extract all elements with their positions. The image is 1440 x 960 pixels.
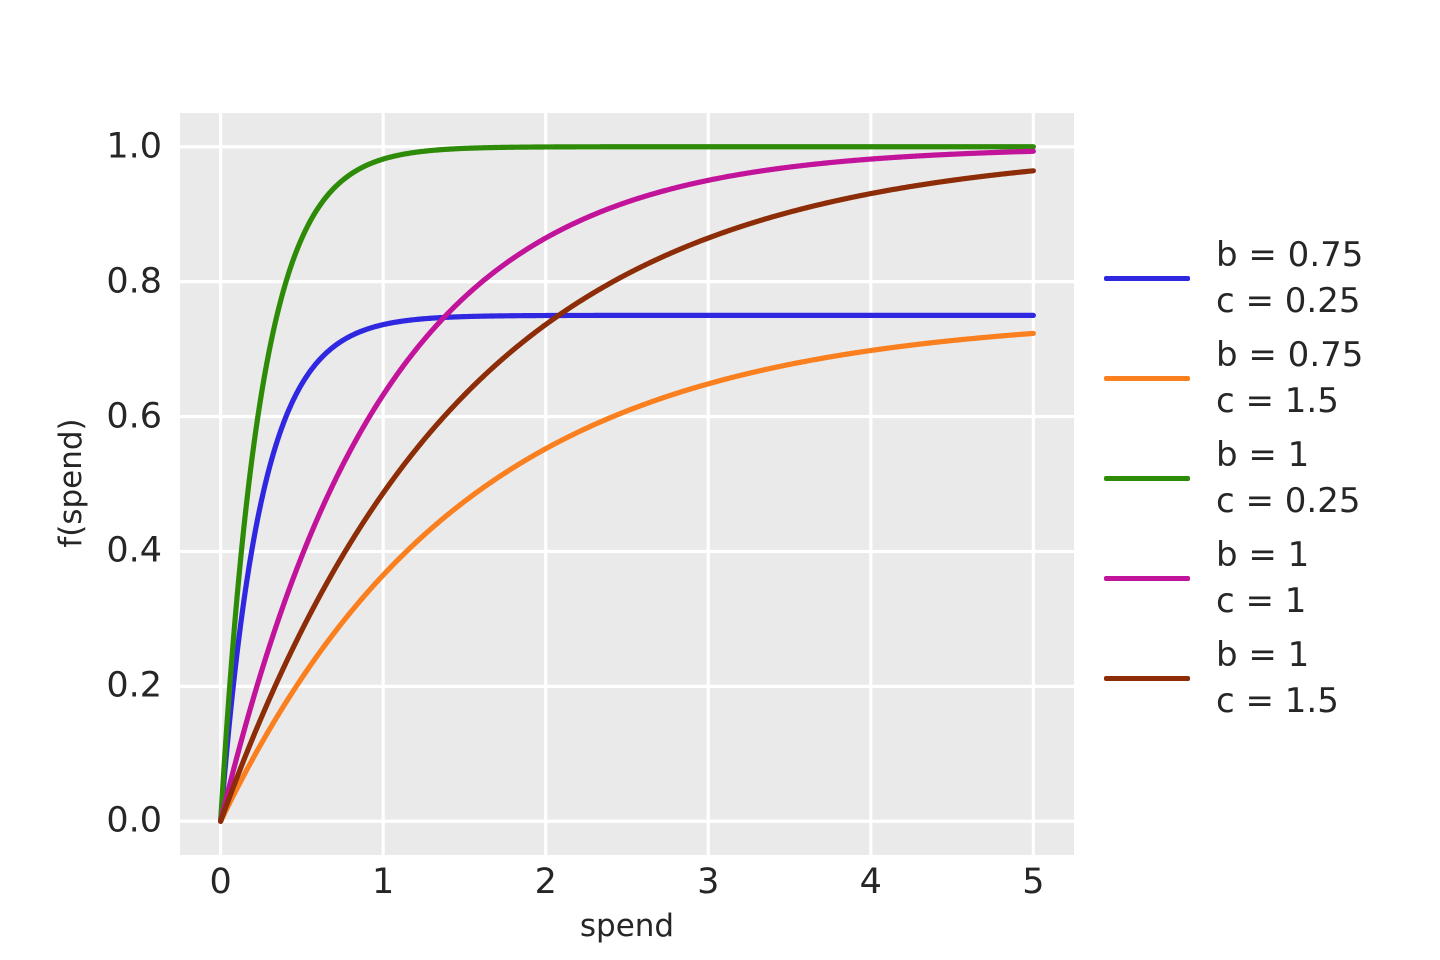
x-tick-label: 3: [697, 862, 720, 902]
x-tick-label: 4: [859, 862, 882, 902]
legend-label: b = 1 c = 0.25: [1216, 432, 1361, 524]
legend-label: b = 0.75 c = 0.25: [1216, 232, 1363, 324]
legend-label-line1: b = 0.75: [1216, 235, 1364, 275]
y-tick-label: 0.8: [106, 261, 162, 302]
legend-color-swatch: [1104, 575, 1190, 581]
series-line: [218, 168, 1036, 824]
gridlines: [180, 113, 1074, 855]
y-axis-label: f(spend): [53, 418, 89, 548]
legend-label: b = 1 c = 1: [1216, 532, 1309, 624]
legend-item[interactable]: b = 1 c = 1.5: [1104, 628, 1434, 728]
legend-color-swatch: [1104, 675, 1190, 681]
legend-color-swatch: [1104, 275, 1190, 281]
y-tick-label: 0.2: [106, 665, 162, 706]
series-line: [218, 312, 1036, 824]
legend-label-line2: c = 0.25: [1216, 281, 1361, 321]
legend-item[interactable]: b = 0.75 c = 1.5: [1104, 328, 1434, 428]
y-tick-label: 1.0: [106, 126, 162, 167]
legend-label-line1: b = 1: [1216, 535, 1310, 575]
legend-label-line2: c = 0.25: [1216, 481, 1361, 521]
series-curves: [218, 144, 1036, 824]
x-tick-label: 0: [209, 862, 232, 902]
series-line: [218, 330, 1036, 824]
legend-label: b = 0.75 c = 1.5: [1216, 332, 1363, 424]
plot-canvas: [180, 113, 1074, 855]
y-tick-label: 0.0: [106, 800, 162, 841]
plot-area: [180, 113, 1074, 855]
x-tick-label: 2: [534, 862, 557, 902]
legend-label-line2: c = 1.5: [1216, 681, 1339, 721]
x-tick-label: 5: [1022, 862, 1045, 902]
legend-label-line1: b = 1: [1216, 435, 1310, 475]
legend-label-line2: c = 1: [1216, 581, 1307, 621]
legend-label-line1: b = 1: [1216, 635, 1310, 675]
legend-label-line1: b = 0.75: [1216, 335, 1364, 375]
legend-label-line2: c = 1.5: [1216, 381, 1339, 421]
legend-color-swatch: [1104, 375, 1190, 381]
y-tick-label: 0.6: [106, 396, 162, 437]
x-axis-label: spend: [579, 908, 675, 944]
series-line: [218, 148, 1036, 824]
chart-legend: b = 0.75 c = 0.25 b = 0.75 c = 1.5 b = 1 c = …: [1104, 228, 1434, 728]
y-tick-label: 0.4: [106, 530, 162, 571]
legend-item[interactable]: b = 0.75 c = 0.25: [1104, 228, 1434, 328]
legend-item[interactable]: b = 1 c = 0.25: [1104, 428, 1434, 528]
legend-item[interactable]: b = 1 c = 1: [1104, 528, 1434, 628]
legend-label: b = 1 c = 1.5: [1216, 632, 1339, 724]
series-line: [218, 144, 1036, 824]
legend-color-swatch: [1104, 475, 1190, 481]
x-tick-label: 1: [372, 862, 395, 902]
